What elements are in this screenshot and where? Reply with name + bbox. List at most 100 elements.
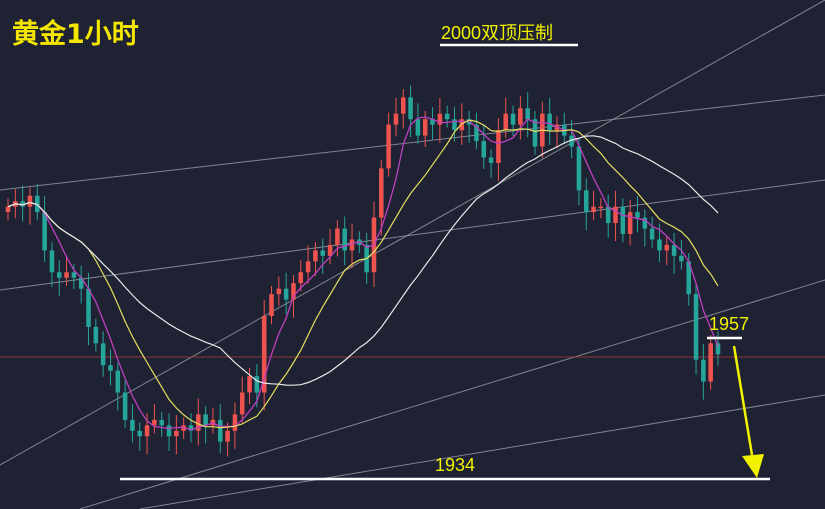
trendline-5 [139, 394, 825, 509]
trendline-1 [0, 94, 825, 191]
moving-averages [7, 116, 719, 431]
candle-body [144, 425, 150, 437]
candle-body [276, 288, 282, 295]
candle-body [298, 272, 304, 284]
candle-body [342, 228, 347, 251]
candle-body [693, 294, 699, 360]
level-1957-label: 1957 [709, 314, 750, 334]
ma-slow-line [7, 135, 719, 386]
candle-body [525, 108, 530, 120]
chart-title: 黄金1小时 [12, 19, 139, 50]
candle-body [166, 425, 172, 437]
candle-body [613, 206, 618, 224]
candle-body [78, 277, 84, 289]
trendline-4 [79, 279, 825, 509]
candle-body [386, 124, 391, 169]
candle-body [313, 250, 318, 262]
candle-body [283, 288, 289, 300]
candle-body [269, 294, 274, 316]
candle-body [576, 146, 582, 191]
candle-body [203, 414, 208, 426]
candle-body [547, 113, 552, 131]
candle-body [649, 228, 655, 240]
candle-body [701, 359, 706, 382]
candle-body [100, 343, 106, 366]
candle-body [627, 212, 633, 234]
candle-body [437, 113, 443, 125]
candle-body [642, 217, 648, 229]
candle-body [159, 419, 164, 426]
candle-body [56, 272, 62, 278]
candle-body [715, 343, 721, 355]
candle-body [42, 212, 47, 251]
candle-body [349, 239, 355, 251]
candle-body [664, 244, 670, 251]
candle-body [320, 250, 326, 256]
ma-fast-line [7, 116, 719, 431]
candle-body [86, 288, 91, 327]
projection-arrow-shaft [732, 345, 754, 456]
candle-body [686, 261, 691, 295]
candle-body [122, 392, 128, 420]
candle-body [503, 113, 509, 131]
candle-body [671, 244, 677, 256]
candle-body [400, 97, 406, 114]
trendline-2 [0, 179, 825, 291]
candle-body [620, 206, 626, 234]
candle-body [474, 124, 479, 142]
candle-body [291, 283, 296, 300]
candle-body [20, 201, 25, 207]
candle-body [510, 113, 516, 125]
candle-body [591, 206, 596, 213]
candle-body [327, 244, 333, 256]
candle-body [635, 212, 640, 218]
candle-body [174, 430, 179, 437]
candle-body [49, 250, 55, 273]
candle-body [518, 108, 523, 125]
candle-body [5, 206, 11, 213]
candle-body [569, 135, 574, 147]
candle-body [196, 414, 201, 431]
candle-body [415, 119, 421, 136]
candle-body [130, 419, 135, 431]
candle-body [247, 376, 252, 393]
candle-body [152, 419, 157, 426]
level-1934-label: 1934 [435, 455, 476, 475]
projection-arrow-head [742, 454, 764, 478]
candle-body [71, 272, 77, 278]
candle-body [335, 228, 340, 245]
candle-body [444, 113, 450, 120]
candle-body [305, 261, 311, 273]
ma-mid-line [7, 119, 719, 429]
candle-body [605, 206, 611, 224]
candle-body [239, 392, 245, 415]
candle-body [93, 326, 99, 344]
candle-body [408, 97, 413, 120]
candle-body [430, 119, 435, 125]
candle-body [488, 157, 494, 163]
candle-body [393, 113, 399, 125]
resistance-label: 2000双顶压制 [441, 23, 554, 43]
candle-body [27, 195, 33, 207]
candle-body [532, 119, 538, 147]
candle-body [496, 130, 501, 163]
candle-body [232, 414, 238, 431]
candle-body [422, 119, 428, 136]
key-levels [120, 43, 770, 481]
candle-body [679, 255, 684, 262]
candle-body [452, 119, 457, 131]
candle-body [379, 168, 384, 218]
candle-body [254, 376, 260, 393]
candle-body [261, 316, 267, 393]
candle-body [481, 141, 487, 158]
candle-body [708, 343, 713, 382]
candle-body [188, 425, 194, 431]
candle-body [217, 419, 223, 442]
candle-body [108, 365, 113, 371]
candle-body [583, 190, 589, 213]
candle-body [225, 430, 230, 442]
candle-body [115, 370, 121, 393]
candle-body [657, 239, 662, 251]
